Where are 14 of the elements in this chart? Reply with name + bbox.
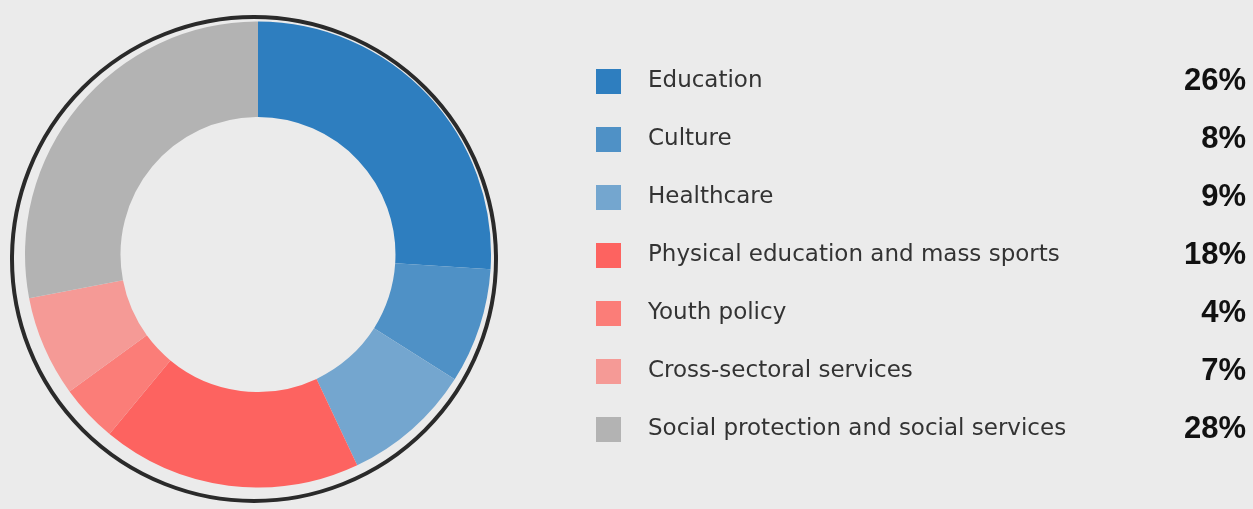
- legend-label: Social protection and social services: [648, 414, 1067, 440]
- legend-label: Cross-sectoral services: [648, 356, 913, 382]
- legend-label: Healthcare: [648, 182, 774, 208]
- data-label: 9%: [1201, 178, 1246, 214]
- legend-label: Education: [648, 66, 763, 92]
- legend-label: Culture: [648, 124, 732, 150]
- legend-label: Physical education and mass sports: [648, 240, 1060, 266]
- data-label: 7%: [1201, 352, 1246, 388]
- legend-label: Youth policy: [648, 298, 787, 324]
- data-label: 28%: [1183, 410, 1246, 446]
- data-label: 18%: [1183, 236, 1246, 272]
- data-label: 4%: [1201, 294, 1246, 330]
- data-label: 26%: [1183, 62, 1246, 98]
- data-label: 8%: [1201, 120, 1246, 156]
